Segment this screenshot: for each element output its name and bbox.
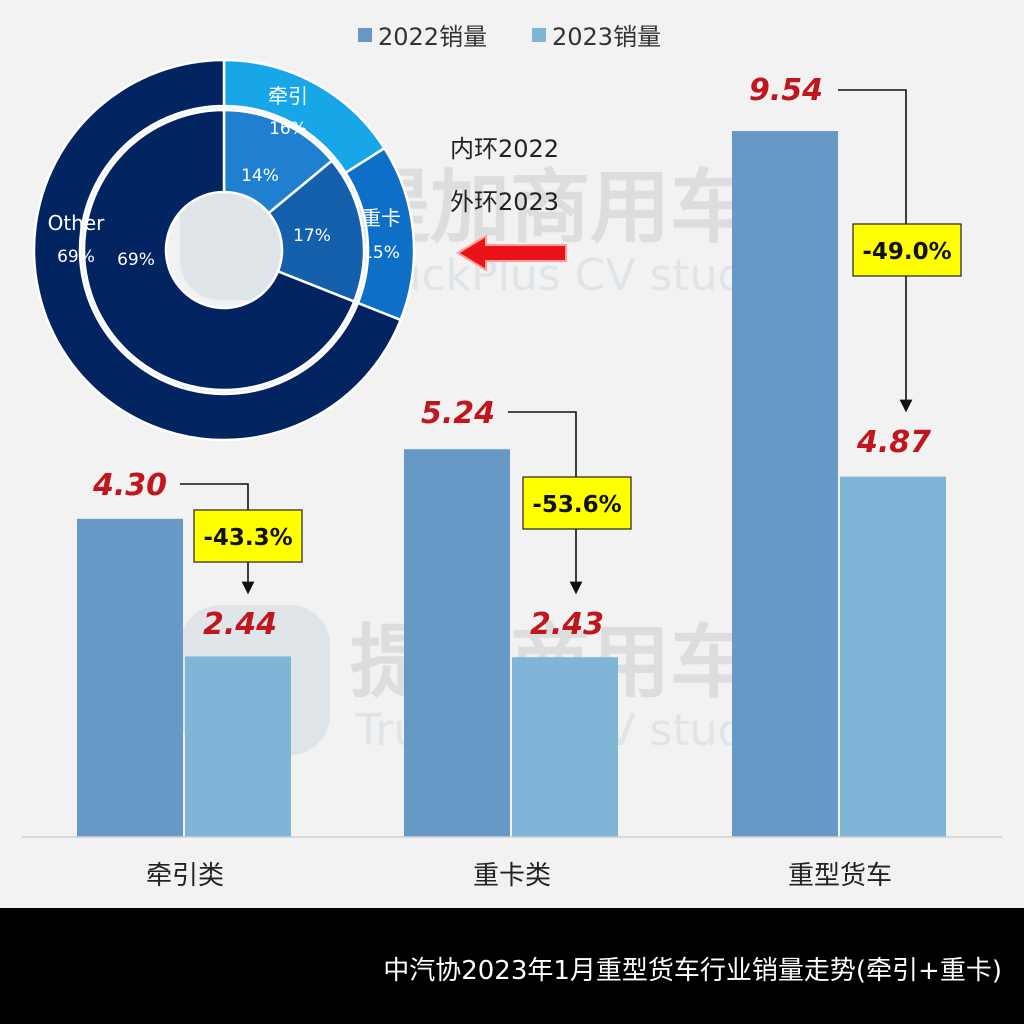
legend: 2022销量 2023销量 — [358, 23, 661, 51]
change-badge-heavy — [522, 476, 632, 530]
change-badge-traction — [193, 509, 303, 563]
data-label-2023-traction: 2.44 — [203, 607, 277, 642]
inner-slice-value: 14% — [241, 166, 279, 186]
change-value-traction: -43.3% — [203, 525, 292, 551]
ring-legend-outer: 外环2023 — [450, 188, 559, 216]
bar-2023-1 — [512, 657, 618, 837]
legend-label-2023: 2023销量 — [552, 23, 661, 51]
bar-2022-2 — [732, 131, 838, 838]
donut-labels: 牵引 16% 重卡 15% Other 69% 14% 17% 69% — [48, 84, 401, 270]
outer-slice-value: 69% — [57, 247, 95, 267]
chart-canvas: 提加商用车 TruckPlus CV studio 提加商用车 TruckPlu… — [22, 23, 1002, 891]
bar-2023-0 — [185, 656, 291, 837]
x-axis-ticks: 牵引类 重卡类 重型货车 — [146, 861, 892, 891]
change-badge-total — [852, 223, 962, 277]
legend-swatch-2022 — [358, 28, 372, 42]
footer-title: 中汽协2023年1月重型货车行业销量走势(牵引+重卡) — [383, 956, 1002, 986]
inner-ring-slice-1 — [266, 159, 366, 304]
x-tick-label: 重卡类 — [473, 861, 551, 891]
ring-legend-inner: 内环2022 — [450, 135, 559, 163]
bar-2022-0 — [77, 518, 183, 837]
donut-chart — [32, 58, 416, 442]
inner-ring-slice-2 — [82, 108, 356, 392]
bar-2023-2 — [840, 476, 946, 837]
footer-bar: 中汽协2023年1月重型货车行业销量走势(牵引+重卡) — [0, 908, 1024, 1024]
data-label-2023-heavy: 2.43 — [530, 607, 604, 642]
outer-slice-name: Other — [48, 211, 106, 235]
outer-slice-name: 重卡 — [361, 206, 401, 230]
bar-2022-1 — [404, 449, 510, 837]
data-label-2022-total: 9.54 — [749, 73, 823, 108]
outer-ring-slice-2 — [32, 58, 403, 442]
change-annotations: -43.3% -53.6% -49.0% — [180, 89, 962, 595]
inner-slice-value: 69% — [117, 250, 155, 270]
change-arrow — [838, 89, 913, 413]
bar-value-labels: 4.30 2.44 5.24 2.43 9.54 4.87 — [92, 73, 931, 642]
arrow-left-icon — [456, 234, 567, 272]
outer-slice-value: 16% — [269, 119, 307, 139]
data-label-2023-total: 4.87 — [856, 425, 931, 460]
change-value-heavy: -53.6% — [532, 492, 621, 518]
data-label-2022-traction: 4.30 — [92, 468, 167, 503]
x-tick-label: 牵引类 — [146, 861, 224, 891]
watermark-en: TruckPlus CV studio — [354, 250, 785, 301]
x-tick-label: 重型货车 — [788, 861, 892, 891]
outer-slice-value: 15% — [362, 243, 400, 263]
legend-label-2022: 2022销量 — [378, 23, 487, 51]
ring-legend: 内环2022 外环2023 — [450, 135, 567, 272]
change-value-total: -49.0% — [862, 239, 951, 265]
inner-slice-value: 17% — [293, 226, 331, 246]
legend-swatch-2023 — [532, 28, 546, 42]
data-label-2022-heavy: 5.24 — [421, 396, 495, 431]
bars-layer — [77, 131, 946, 838]
watermark-cn: 提加商用车 — [350, 161, 750, 254]
outer-slice-name: 牵引 — [268, 84, 308, 108]
